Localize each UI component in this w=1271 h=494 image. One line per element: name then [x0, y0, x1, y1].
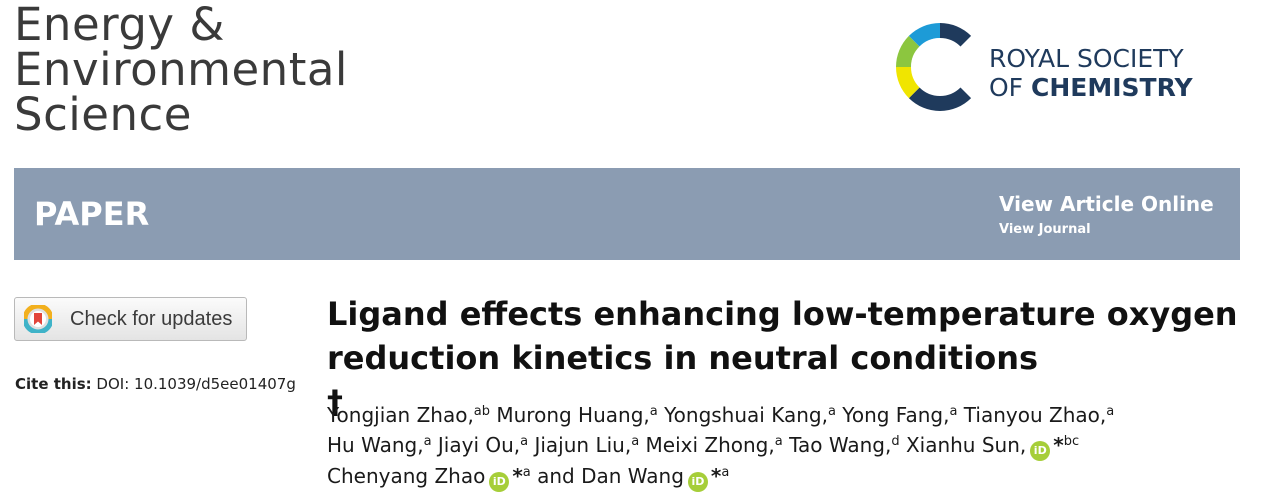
author[interactable]: Meixi Zhong,a — [645, 433, 783, 457]
affiliation-sup: a — [522, 465, 531, 480]
journal-title-line-3: Science — [14, 88, 192, 141]
author[interactable]: Jiajun Liu,a — [534, 433, 640, 457]
orcid-icon[interactable]: iD — [687, 472, 708, 492]
journal-title-line-2: Environmental — [14, 43, 348, 96]
article-title-line-1: Ligand effects enhancing low-temperature… — [327, 295, 1238, 333]
author-list: Yongjian Zhao,ab Murong Huang,a Yongshua… — [327, 400, 1262, 492]
crossmark-icon — [24, 305, 52, 333]
author-line-3: Chenyang Zhao iD *a and Dan Wang iD *a — [327, 461, 1262, 492]
author[interactable]: Yong Fang,a — [842, 403, 958, 427]
affiliation-sup: a — [774, 434, 783, 449]
check-for-updates-button[interactable]: Check for updates — [14, 297, 247, 341]
check-for-updates-label: Check for updates — [70, 308, 233, 330]
article-title-line-2: reduction kinetics in neutral conditions… — [327, 336, 1257, 424]
affiliation-sup: a — [1106, 404, 1115, 419]
affiliation-sup: a — [423, 434, 432, 449]
article-type-label: PAPER — [34, 195, 150, 233]
author[interactable]: Yongjian Zhao,ab — [327, 403, 491, 427]
affiliation-sup: a — [827, 404, 836, 419]
author[interactable]: Yongshuai Kang,a — [664, 403, 836, 427]
orcid-icon[interactable]: iD — [489, 472, 510, 492]
article-title: Ligand effects enhancing low-temperature… — [327, 292, 1257, 424]
article-title-line-2-text: reduction kinetics in neutral conditions — [327, 339, 1039, 377]
author[interactable]: Chenyang Zhao iD *a — [327, 464, 531, 492]
rsc-logo-mark-icon — [896, 23, 972, 111]
affiliation-sup: a — [649, 404, 658, 419]
author[interactable]: Tao Wang,d — [789, 433, 900, 457]
view-article-online-link[interactable]: View Article Online — [999, 192, 1214, 216]
author[interactable]: Xianhu Sun, iD *bc — [906, 433, 1080, 461]
corresponding-star: * — [710, 464, 722, 488]
footnote-dagger[interactable]: † — [327, 383, 343, 421]
affiliation-sup: a — [631, 434, 640, 449]
corresponding-star: * — [1053, 433, 1064, 457]
corresponding-star: * — [512, 464, 523, 488]
affiliation-sup: ab — [473, 404, 491, 419]
affiliation-sup: a — [949, 404, 958, 419]
affiliation-sup: d — [891, 434, 900, 449]
publisher-name-bold: CHEMISTRY — [1031, 73, 1193, 102]
orcid-icon[interactable]: iD — [1030, 441, 1051, 461]
author[interactable]: Murong Huang,a — [496, 403, 658, 427]
publisher-name-line-1: ROYAL SOCIETY — [989, 44, 1184, 73]
author[interactable]: Jiayi Ou,a — [437, 433, 529, 457]
author[interactable]: and Dan Wang iD *a — [537, 464, 730, 492]
author-line-1: Yongjian Zhao,ab Murong Huang,a Yongshua… — [327, 400, 1262, 430]
affiliation-sup: bc — [1063, 434, 1080, 449]
journal-title: Energy & Environmental Science — [14, 2, 348, 137]
view-journal-link[interactable]: View Journal — [999, 222, 1091, 237]
publisher-name-line-2: OF CHEMISTRY — [989, 73, 1193, 102]
publisher-logo[interactable]: ROYAL SOCIETY OF CHEMISTRY — [895, 22, 1245, 118]
publisher-name: ROYAL SOCIETY OF CHEMISTRY — [989, 44, 1193, 102]
author[interactable]: Tianyou Zhao,a — [963, 403, 1115, 427]
citation: Cite this: DOI: 10.1039/d5ee01407g — [15, 375, 296, 393]
journal-title-line-1: Energy & — [14, 0, 225, 51]
affiliation-sup: a — [520, 434, 529, 449]
cite-label: Cite this: — [15, 375, 92, 393]
author[interactable]: Hu Wang,a — [327, 433, 432, 457]
author-line-2: Hu Wang,a Jiayi Ou,a Jiajun Liu,a Meixi … — [327, 430, 1262, 461]
affiliation-sup: a — [721, 465, 730, 480]
cite-doi[interactable]: DOI: 10.1039/d5ee01407g — [96, 375, 296, 393]
publisher-name-prefix: OF — [989, 73, 1032, 102]
article-type-banner: PAPER View Article Online View Journal — [14, 168, 1240, 260]
